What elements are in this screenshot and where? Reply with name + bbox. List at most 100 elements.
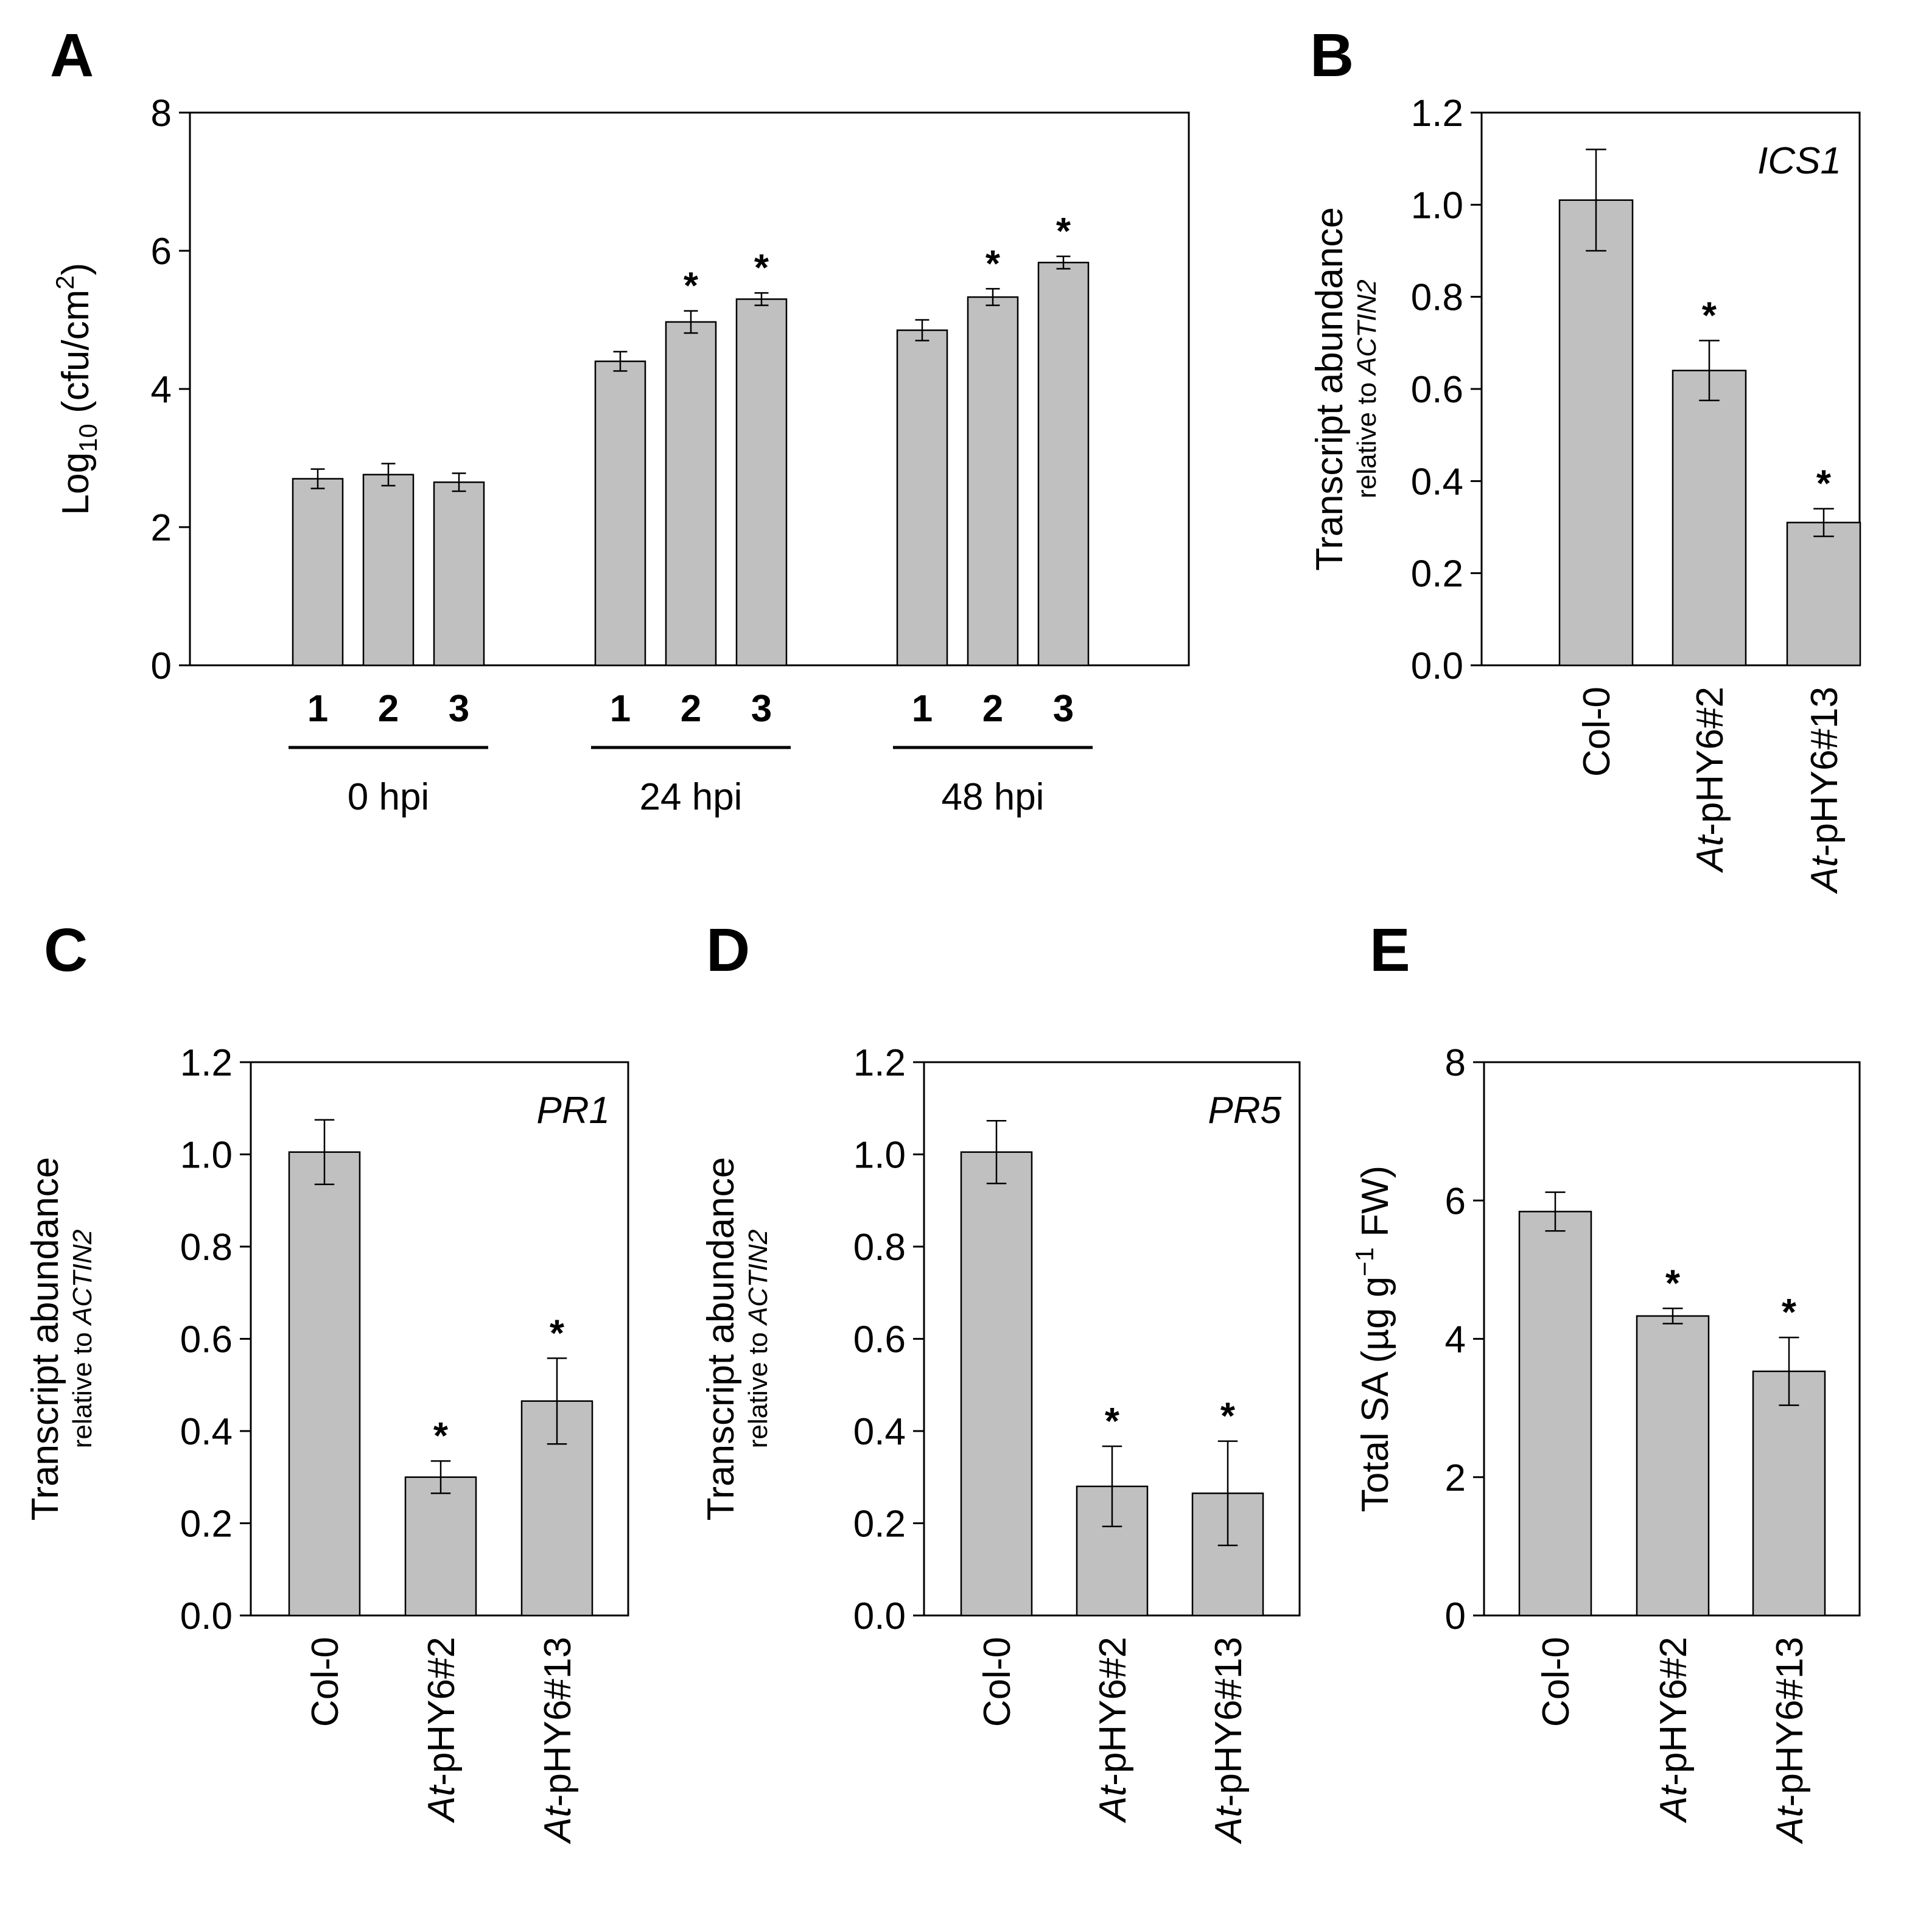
x-category-label: Col-0	[1576, 687, 1618, 777]
y-tick-label: 1.2	[1411, 93, 1463, 135]
significance-star: *	[1056, 211, 1071, 253]
y-tick-label: 0.6	[1411, 369, 1463, 411]
y-tick-label: 0.0	[180, 1595, 233, 1637]
bar	[1672, 369, 1747, 667]
significance-star: *	[1702, 295, 1717, 337]
replicate-label: 1	[610, 688, 631, 730]
bar	[896, 329, 948, 667]
bar	[1752, 1370, 1826, 1617]
bar	[1636, 1315, 1710, 1617]
y-axis-title: Log10 (cfu/cm2)	[51, 263, 102, 516]
y-tick-label: 0.8	[853, 1227, 906, 1269]
y-tick-label: 0.0	[853, 1595, 906, 1637]
y-axis-subtitle: relative to ACTIN2	[743, 1230, 773, 1448]
panel-e: E 0 2 4 6 8 * * Col-0 At-pHY6#2 At-pHY6#13 Total SA…	[1350, 916, 1861, 1845]
x-category-label: At-pHY6#13	[1208, 1637, 1250, 1845]
bar	[735, 298, 788, 667]
y-tick-label: 0.8	[1411, 277, 1463, 319]
y-tick-label: 0	[1445, 1595, 1466, 1637]
y-tick-label: 0.6	[853, 1319, 906, 1361]
x-category-label: Col-0	[976, 1637, 1018, 1727]
replicate-label: 1	[307, 688, 328, 730]
x-category-label: At-pHY6#2	[1653, 1637, 1695, 1824]
y-axis-title: Transcript abundance	[700, 1157, 742, 1521]
x-category-label: Col-0	[1535, 1637, 1577, 1727]
group-label: 24 hpi	[640, 776, 743, 818]
panel-label: D	[706, 916, 750, 984]
y-tick-label: 6	[151, 231, 172, 273]
panel-a: A 0 2 4 6 8 1 2 3 0 hpi 1 * 2 * 3 24 hpi 1 * 2 * 3 48 hpi Log1…	[50, 21, 1190, 818]
y-tick-label: 0.4	[853, 1411, 906, 1453]
x-category-label: At-pHY6#2	[421, 1637, 463, 1824]
significance-star: *	[684, 265, 699, 307]
x-category-label: At-pHY6#13	[537, 1637, 579, 1845]
significance-star: *	[1782, 1292, 1797, 1334]
bar	[404, 1476, 477, 1617]
y-tick-label: 0.4	[180, 1411, 233, 1453]
y-tick-label: 1.2	[180, 1042, 233, 1084]
x-category-label: At-pHY6#2	[1689, 687, 1731, 873]
bar	[665, 321, 717, 667]
group-label: 48 hpi	[942, 776, 1045, 818]
gene-label: PR5	[1208, 1090, 1281, 1132]
significance-star: *	[550, 1312, 565, 1354]
y-axis-title: Total SA (µg g−1 FW)	[1350, 1166, 1396, 1512]
y-tick-label: 0.0	[1411, 645, 1463, 687]
y-axis-title: Transcript abundance	[24, 1157, 66, 1521]
x-category-label: At-pHY6#13	[1769, 1637, 1811, 1845]
bar	[1558, 199, 1634, 667]
y-tick-label: 0.2	[853, 1503, 906, 1545]
panel-label: A	[50, 21, 94, 89]
gene-label: ICS1	[1757, 140, 1841, 182]
significance-star: *	[1105, 1401, 1120, 1443]
bar	[967, 296, 1019, 667]
bar	[1518, 1211, 1592, 1617]
significance-star: *	[1816, 463, 1832, 505]
bar	[1037, 262, 1090, 667]
y-tick-label: 0.4	[1411, 461, 1463, 503]
replicate-label: 3	[449, 688, 469, 730]
bar	[594, 360, 646, 667]
panel-label: E	[1370, 916, 1410, 984]
y-tick-label: 0.8	[180, 1227, 233, 1269]
significance-star: *	[433, 1415, 449, 1457]
gene-label: PR1	[536, 1090, 610, 1132]
y-tick-label: 0.6	[180, 1319, 233, 1361]
bar	[292, 478, 344, 667]
replicate-label: 3	[1053, 688, 1074, 730]
y-tick-label: 2	[151, 507, 172, 549]
x-category-label: At-pHY6#2	[1092, 1637, 1134, 1824]
y-tick-label: 0	[151, 645, 172, 687]
panel-label: C	[44, 916, 88, 984]
x-category-label: At-pHY6#13	[1804, 687, 1846, 895]
bar	[288, 1151, 361, 1617]
bar	[433, 481, 485, 667]
panel-d: D 0.0 0.2 0.4 0.6 0.8 1.0 1.2 * * PR5 Col-0 At-pHY6#…	[700, 916, 1301, 1845]
panel-label: B	[1310, 21, 1354, 89]
bar	[960, 1151, 1033, 1617]
bar	[362, 474, 415, 667]
x-category-label: Col-0	[304, 1637, 346, 1727]
y-axis-title: Transcript abundance	[1309, 207, 1351, 570]
significance-star: *	[986, 243, 1001, 285]
y-tick-label: 8	[151, 93, 172, 135]
replicate-label: 2	[681, 688, 701, 730]
y-tick-label: 0.2	[1411, 553, 1463, 595]
replicate-label: 3	[751, 688, 772, 730]
significance-star: *	[1220, 1396, 1236, 1438]
replicate-label: 1	[912, 688, 933, 730]
panel-c: C 0.0 0.2 0.4 0.6 0.8 1.0 1.2 * * PR1 Col-0 At-pHY6#…	[24, 916, 629, 1845]
panel-b: B 0.0 0.2 0.4 0.6 0.8 1.0 1.2 * * ICS1 Col-0 At-pHY6…	[1309, 21, 1861, 895]
y-tick-label: 6	[1445, 1180, 1466, 1222]
y-tick-label: 4	[151, 369, 172, 411]
y-tick-label: 0.2	[180, 1503, 233, 1545]
significance-star: *	[1665, 1263, 1681, 1305]
y-tick-label: 1.0	[180, 1135, 233, 1177]
y-tick-label: 1.0	[853, 1135, 906, 1177]
significance-star: *	[754, 247, 769, 289]
y-tick-label: 1.2	[853, 1042, 906, 1084]
group-label: 0 hpi	[348, 776, 429, 818]
replicate-label: 2	[982, 688, 1003, 730]
y-tick-label: 2	[1445, 1457, 1466, 1499]
